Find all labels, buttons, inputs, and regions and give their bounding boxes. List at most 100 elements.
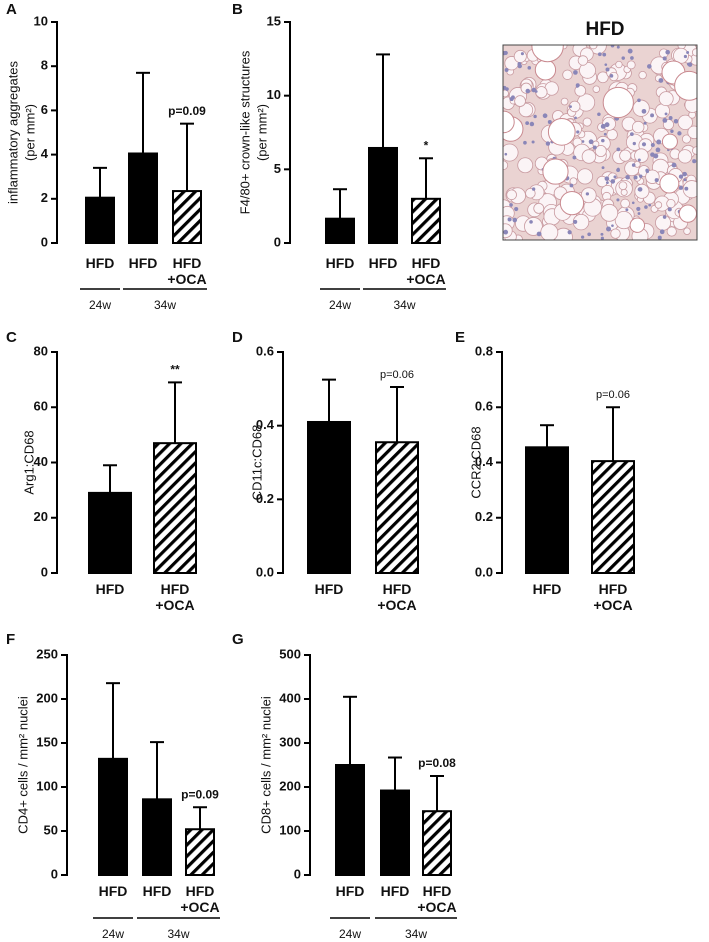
nucleus [587,232,591,237]
x-tick-label: HFD [143,883,172,899]
x-tick-label: HFD [96,581,125,597]
x-tick-label-line: HFD [369,255,398,271]
nucleus [545,141,551,146]
cell [525,188,536,199]
nucleus [600,123,606,129]
annotation: p=0.09 [181,787,219,801]
nucleus [692,159,697,164]
bar [525,446,569,574]
nucleus [576,130,580,134]
cell [666,226,677,237]
nucleus [662,215,667,219]
nucleus [507,217,512,222]
nucleus [631,163,636,167]
nucleus [677,131,682,136]
cell [634,183,650,199]
annotation: p=0.06 [380,369,414,381]
y-tick-label: 200 [36,690,58,705]
y-tick-label: 0.2 [475,509,493,524]
nucleus [536,231,542,237]
nucleus [610,45,615,48]
nucleus [627,48,633,54]
panel-label: C [6,329,17,346]
vacuole [531,45,564,63]
bar [172,190,202,245]
cell [533,202,545,214]
y-tick-label: 0.2 [256,491,274,506]
nucleus [613,175,617,179]
nucleus [569,105,572,108]
x-tick-label-line: HFD [161,581,190,597]
x-tick-label-line: HFD [86,255,115,271]
group-label: 24w [102,927,124,941]
nucleus [616,147,621,152]
x-tick-label: HFD +OCA [406,255,445,287]
nucleus [573,219,578,224]
x-tick-label: HFD [336,883,365,899]
nucleus [601,138,605,143]
vacuole [559,190,585,216]
annotation: ** [170,363,180,377]
y-tick-label: 2 [41,190,48,205]
nucleus [662,56,667,61]
y-tick-label: 150 [36,734,58,749]
bar [128,152,158,244]
nucleus [572,155,577,160]
nucleus [569,183,574,188]
nucleus [600,236,604,240]
cell [692,146,697,155]
cell [632,99,650,117]
nucleus [523,140,527,145]
cell [597,71,609,84]
cell [615,60,623,69]
bar [98,757,128,877]
y-axis-label: CD11c:CD68 [249,425,264,501]
x-tick-label: HFD [99,883,128,899]
bar [380,789,410,877]
y-tick-label: 0 [51,866,58,881]
x-tick-label-line: +OCA [180,899,219,915]
y-tick-label: 0 [294,866,301,881]
micrograph-frame [502,44,698,241]
bar [153,442,197,574]
cell [658,91,674,107]
nucleus [503,229,509,235]
y-tick-label: 60 [34,399,48,414]
nucleus [671,162,677,168]
vacuole [629,217,646,233]
x-tick-label-line: HFD [315,581,344,597]
bar [88,491,132,575]
panel-label: B [232,1,243,18]
cell [506,189,517,201]
group-label: 34w [405,927,427,941]
nucleus [668,116,673,120]
y-tick-label: 200 [279,778,301,793]
vacuole [602,86,634,119]
nucleus [659,229,665,235]
x-tick-label-line: HFD [383,581,412,597]
x-tick-label: HFD [315,581,344,597]
cell [569,177,578,186]
annotation: * [424,138,429,152]
group-label: 24w [89,298,111,312]
y-axis-label: CCR2:CD68 [468,426,483,498]
cell [632,120,645,134]
y-axis-label: (per mm²) [22,104,37,161]
panel-label: F [6,631,15,648]
x-tick-label: HFD +OCA [377,581,416,613]
cell [580,187,597,204]
nucleus [655,147,661,153]
y-axis-label: F4/80+ crown-like structures [237,50,252,214]
x-tick-label-line: HFD [599,581,628,597]
x-tick-label: HFD [129,255,158,271]
y-tick-label: 0.6 [256,343,274,358]
nucleus [682,171,687,177]
y-axis-label: (per mm²) [254,104,269,161]
bar [335,764,365,876]
x-tick-label: HFD +OCA [180,883,219,915]
cell [514,95,526,107]
nucleus [504,67,509,72]
y-tick-label: 400 [279,690,301,705]
nucleus [639,174,643,178]
